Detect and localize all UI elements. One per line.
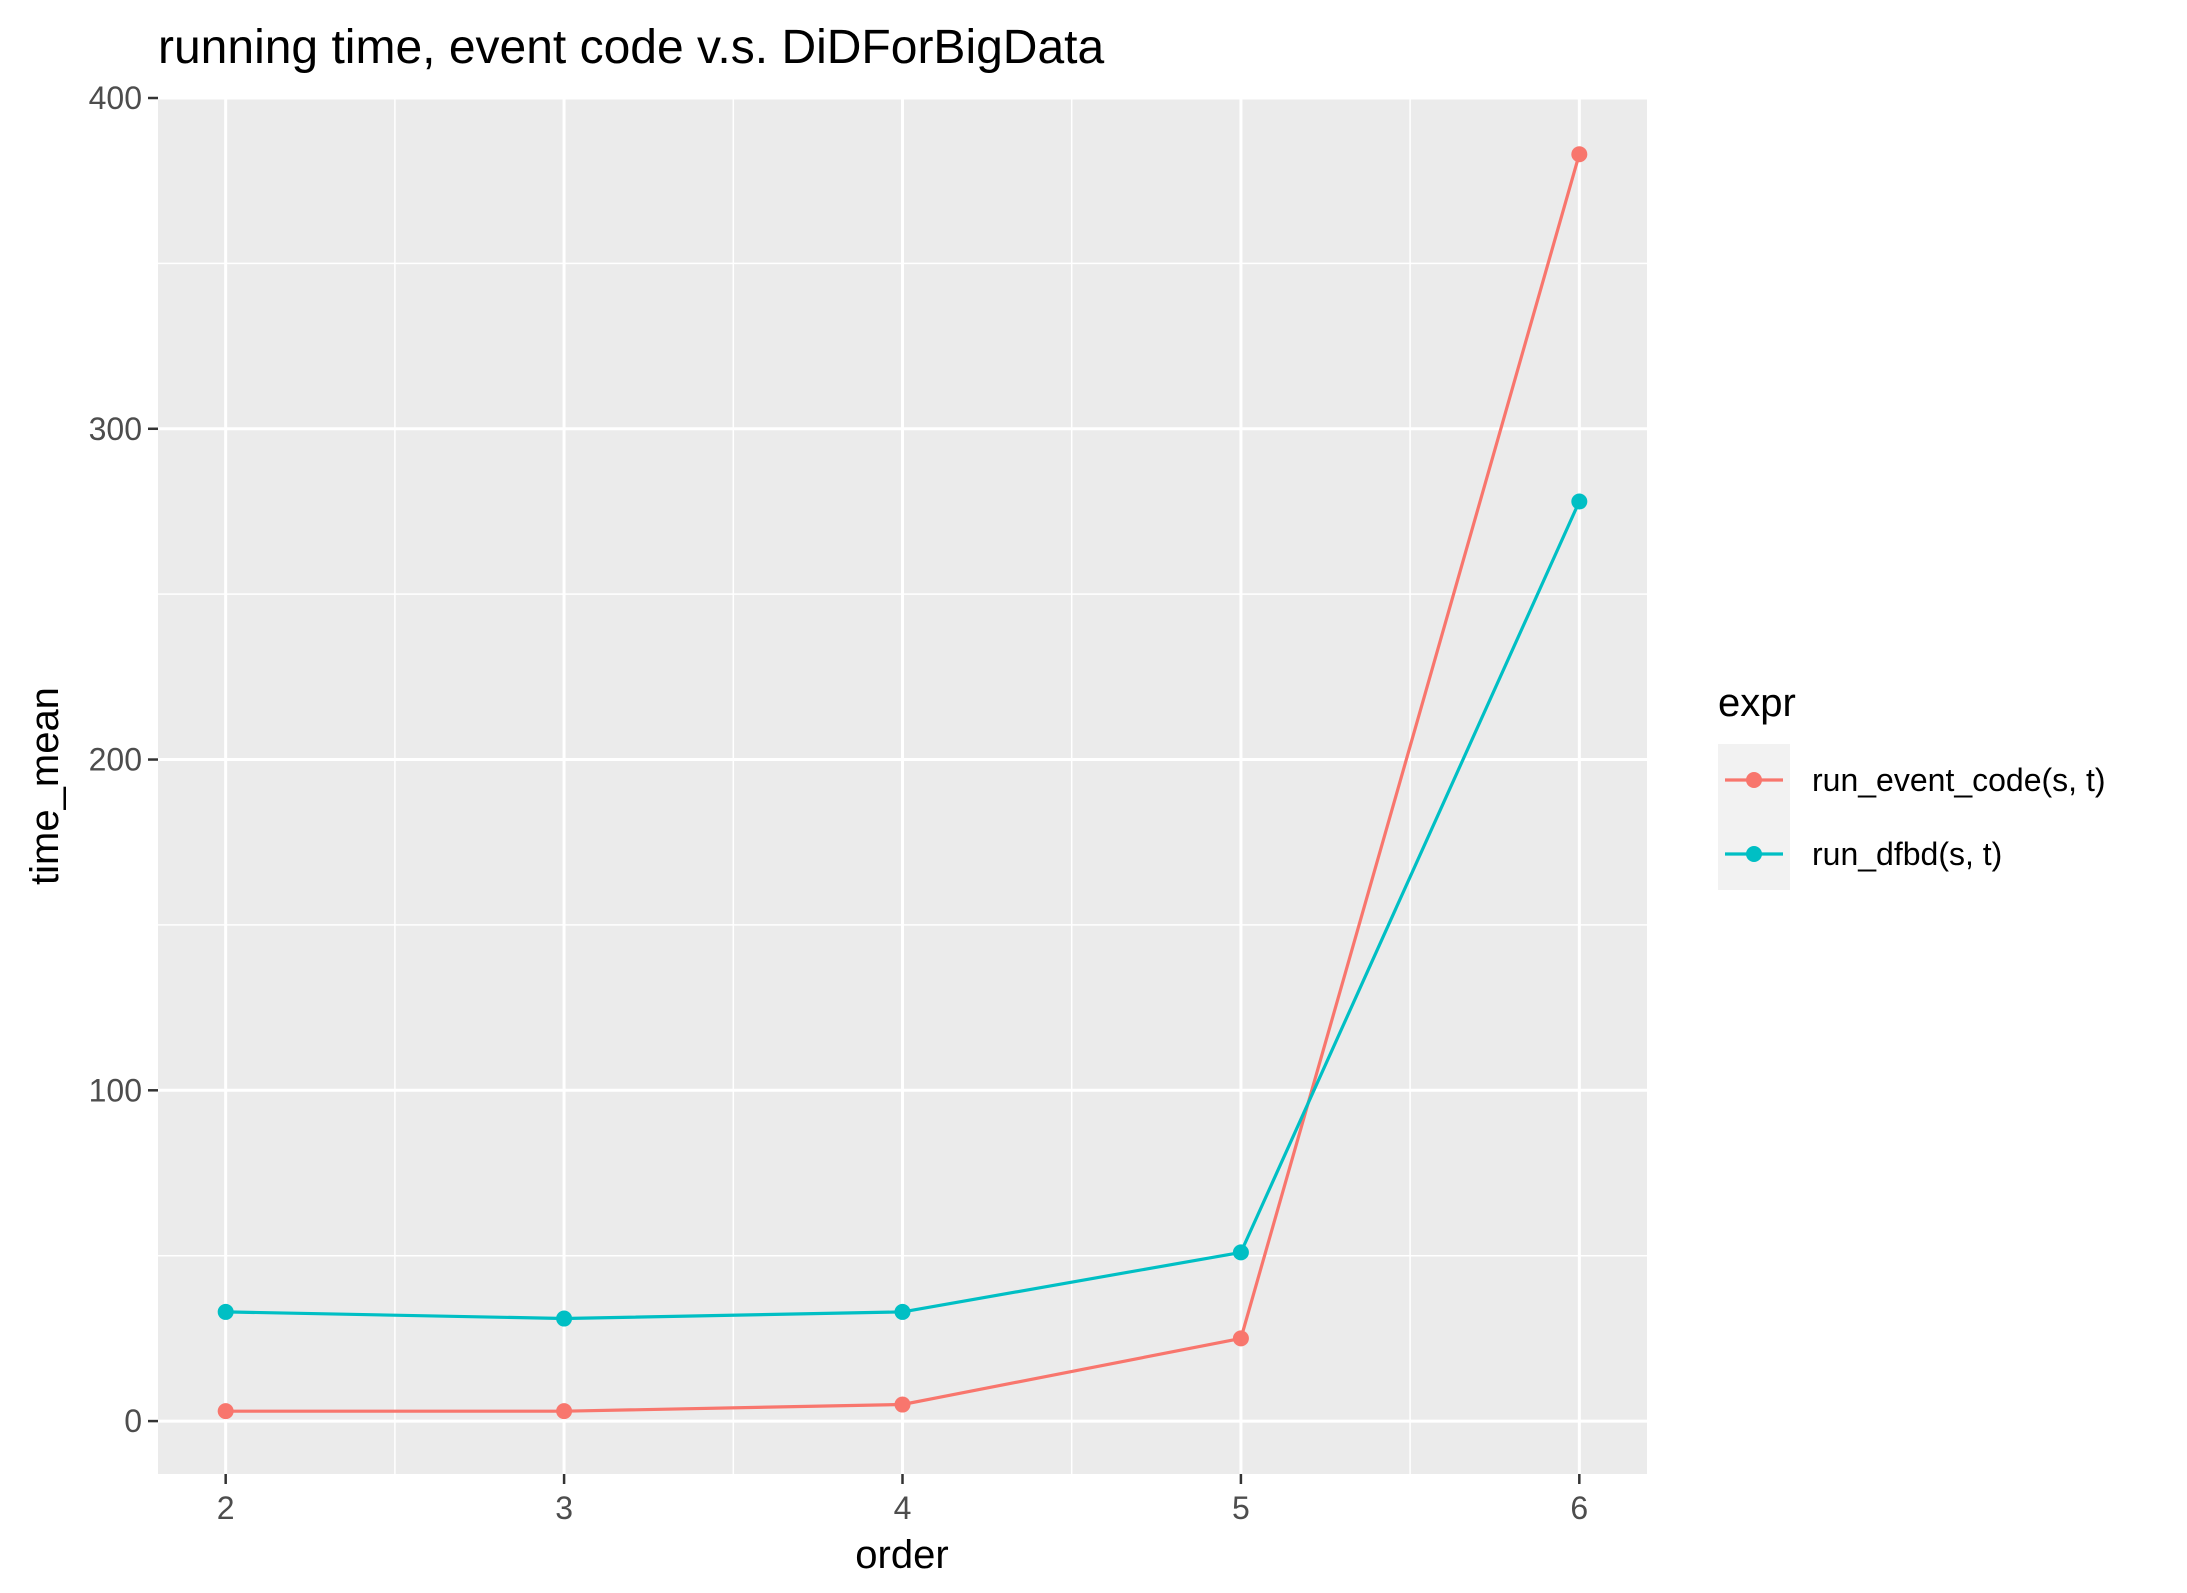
series-layer — [217, 146, 1588, 1420]
legend-key-point — [1746, 772, 1762, 788]
x-axis-title: order — [855, 1533, 948, 1577]
y-tick-label: 200 — [89, 742, 142, 778]
data-point-1 — [217, 1303, 234, 1320]
y-tick-label: 300 — [89, 411, 142, 447]
legend-label: run_event_code(s, t) — [1812, 762, 2106, 798]
legend: expr run_event_code(s, t) run_dfbd(s, t) — [1718, 681, 2106, 890]
data-point-0 — [217, 1403, 234, 1420]
data-point-1 — [894, 1303, 911, 1320]
x-tick-label: 5 — [1232, 1490, 1250, 1526]
data-point-0 — [556, 1403, 573, 1420]
x-tick-label: 2 — [217, 1490, 235, 1526]
x-tick-label: 4 — [894, 1490, 912, 1526]
data-point-1 — [1571, 493, 1588, 510]
legend-key-point — [1746, 846, 1762, 862]
x-tick-label: 3 — [555, 1490, 573, 1526]
legend-label: run_dfbd(s, t) — [1812, 836, 2002, 872]
y-tick-label: 400 — [89, 80, 142, 116]
legend-title: expr — [1718, 681, 1796, 725]
data-point-1 — [556, 1310, 573, 1327]
data-point-0 — [1571, 146, 1588, 163]
y-tick-label: 0 — [124, 1403, 142, 1439]
y-tick-label: 100 — [89, 1072, 142, 1108]
x-tick-label: 6 — [1570, 1490, 1588, 1526]
axes-layer: 2 3 4 5 6 0 100 200 300 400 — [89, 80, 1589, 1526]
data-point-0 — [1232, 1330, 1249, 1347]
chart-title: running time, event code v.s. DiDForBigD… — [158, 21, 1105, 74]
grid-major — [158, 96, 1647, 1474]
data-point-1 — [1232, 1244, 1249, 1261]
y-axis-title: time_mean — [23, 687, 67, 885]
legend-key-bg — [1718, 744, 1790, 890]
data-point-0 — [894, 1396, 911, 1413]
